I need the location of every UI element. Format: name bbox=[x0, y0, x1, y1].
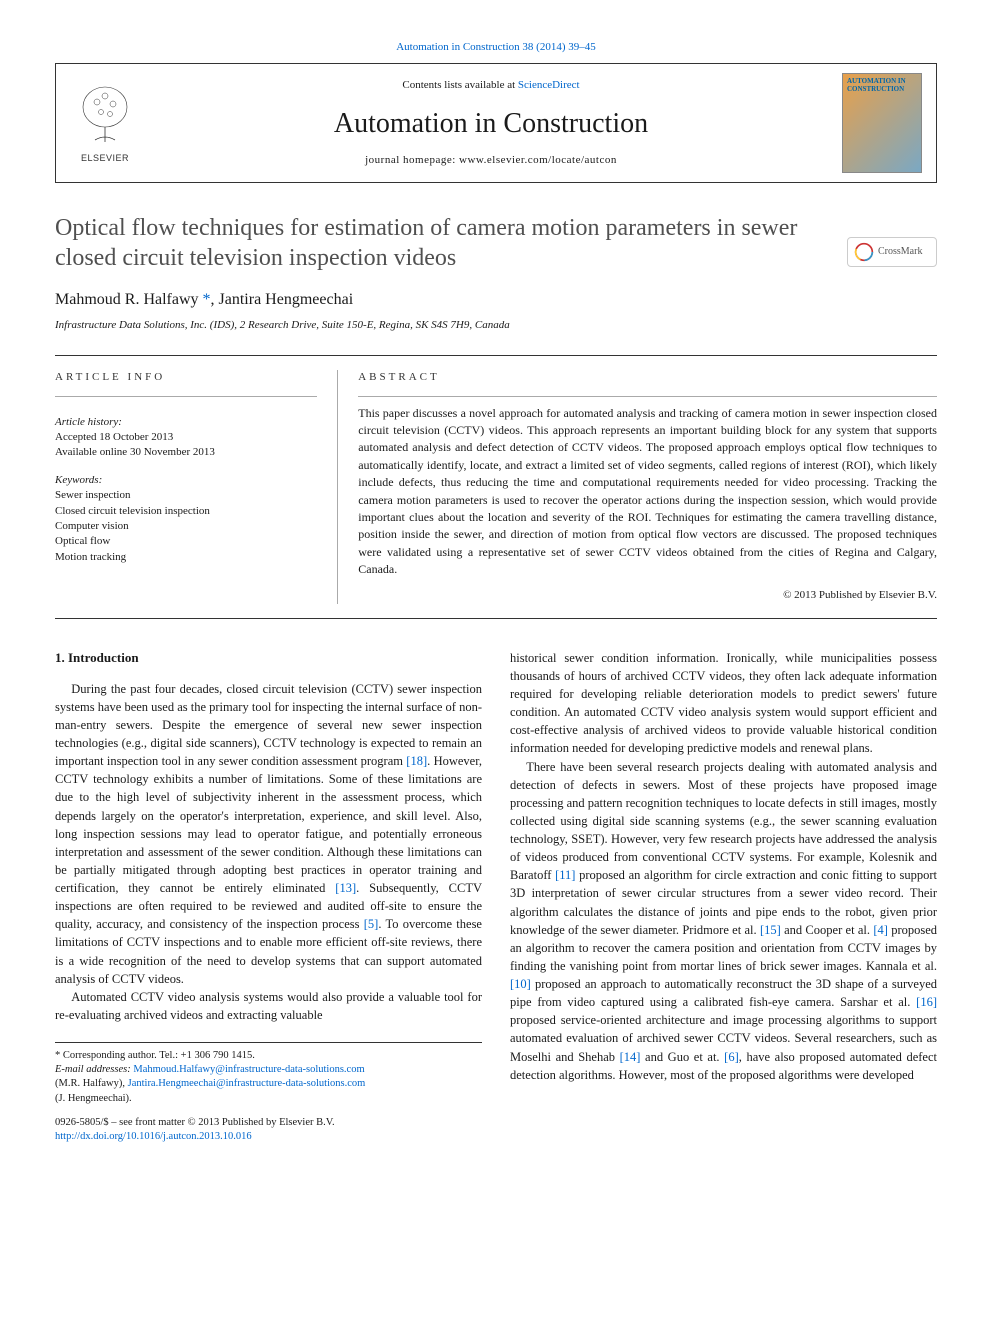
keywords-label: Keywords: bbox=[55, 473, 317, 488]
accepted-date: Accepted 18 October 2013 bbox=[55, 430, 317, 445]
citation-link[interactable]: [4] bbox=[873, 923, 888, 937]
body-paragraph: There have been several research project… bbox=[510, 758, 937, 1084]
email-link[interactable]: Jantira.Hengmeechai@infrastructure-data-… bbox=[128, 1078, 366, 1089]
corresponding-note: * Corresponding author. Tel.: +1 306 790… bbox=[55, 1049, 482, 1063]
issn-line: 0926-5805/$ – see front matter © 2013 Pu… bbox=[55, 1116, 482, 1130]
crossmark-icon bbox=[854, 242, 874, 262]
abstract-block: abstract This paper discusses a novel ap… bbox=[337, 370, 937, 604]
citation-link[interactable]: [6] bbox=[724, 1050, 739, 1064]
citation-link[interactable]: [18] bbox=[406, 754, 427, 768]
citation-link[interactable]: [14] bbox=[620, 1050, 641, 1064]
elsevier-tree-icon bbox=[75, 82, 135, 152]
left-column: 1. Introduction During the past four dec… bbox=[55, 649, 482, 1144]
body-paragraph: Automated CCTV video analysis systems wo… bbox=[55, 988, 482, 1024]
header-center: Contents lists available at ScienceDirec… bbox=[140, 78, 842, 168]
citation-link[interactable]: [10] bbox=[510, 977, 531, 991]
body-paragraph: During the past four decades, closed cir… bbox=[55, 680, 482, 988]
journal-header: ELSEVIER Contents lists available at Sci… bbox=[55, 63, 937, 183]
body-columns: 1. Introduction During the past four dec… bbox=[55, 649, 937, 1144]
author-name-2: (J. Hengmeechai). bbox=[55, 1092, 482, 1106]
journal-cover-label: AUTOMATION IN CONSTRUCTION bbox=[847, 78, 921, 93]
article-info-block: article info Article history: Accepted 1… bbox=[55, 370, 337, 604]
journal-cover-thumbnail: AUTOMATION IN CONSTRUCTION bbox=[842, 73, 922, 173]
section-heading: 1. Introduction bbox=[55, 649, 482, 668]
citation-link[interactable]: [15] bbox=[760, 923, 781, 937]
elsevier-label: ELSEVIER bbox=[81, 152, 129, 165]
keyword: Sewer inspection bbox=[55, 488, 317, 503]
abstract-head: abstract bbox=[358, 370, 937, 385]
email-line: E-mail addresses: Mahmoud.Halfawy@infras… bbox=[55, 1063, 482, 1077]
journal-homepage: journal homepage: www.elsevier.com/locat… bbox=[140, 153, 842, 168]
abstract-copyright: © 2013 Published by Elsevier B.V. bbox=[358, 588, 937, 603]
running-header-link[interactable]: Automation in Construction 38 (2014) 39–… bbox=[396, 41, 596, 53]
citation-link[interactable]: [11] bbox=[555, 868, 575, 882]
keyword: Closed circuit television inspection bbox=[55, 504, 317, 519]
crossmark-label: CrossMark bbox=[878, 245, 922, 259]
citation-link[interactable]: [16] bbox=[916, 995, 937, 1009]
email-line-2: (M.R. Halfawy), Jantira.Hengmeechai@infr… bbox=[55, 1077, 482, 1091]
right-column: historical sewer condition information. … bbox=[510, 649, 937, 1144]
meta-row: article info Article history: Accepted 1… bbox=[55, 355, 937, 619]
affiliation: Infrastructure Data Solutions, Inc. (IDS… bbox=[55, 318, 937, 333]
author-2: Jantira Hengmeechai bbox=[219, 291, 354, 308]
author-1: Mahmoud R. Halfawy bbox=[55, 291, 203, 308]
abstract-text: This paper discusses a novel approach fo… bbox=[358, 405, 937, 579]
journal-title: Automation in Construction bbox=[140, 104, 842, 143]
body-paragraph: historical sewer condition information. … bbox=[510, 649, 937, 758]
contents-line: Contents lists available at ScienceDirec… bbox=[140, 78, 842, 93]
history-label: Article history: bbox=[55, 415, 317, 430]
elsevier-logo: ELSEVIER bbox=[70, 81, 140, 166]
sciencedirect-link[interactable]: ScienceDirect bbox=[518, 79, 580, 91]
doi-line: http://dx.doi.org/10.1016/j.autcon.2013.… bbox=[55, 1130, 482, 1144]
running-header: Automation in Construction 38 (2014) 39–… bbox=[55, 40, 937, 55]
citation-link[interactable]: [13] bbox=[335, 881, 356, 895]
keyword: Motion tracking bbox=[55, 550, 317, 565]
footnotes: * Corresponding author. Tel.: +1 306 790… bbox=[55, 1042, 482, 1144]
corresponding-mark[interactable]: * bbox=[203, 291, 211, 308]
keyword: Optical flow bbox=[55, 534, 317, 549]
keyword: Computer vision bbox=[55, 519, 317, 534]
crossmark-badge[interactable]: CrossMark bbox=[847, 237, 937, 267]
article-info-head: article info bbox=[55, 370, 317, 385]
online-date: Available online 30 November 2013 bbox=[55, 445, 317, 460]
authors-line: Mahmoud R. Halfawy *, Jantira Hengmeecha… bbox=[55, 289, 937, 311]
citation-link[interactable]: [5] bbox=[364, 917, 379, 931]
article-title: Optical flow techniques for estimation o… bbox=[55, 213, 937, 273]
email-link[interactable]: Mahmoud.Halfawy@infrastructure-data-solu… bbox=[133, 1064, 364, 1075]
doi-link[interactable]: http://dx.doi.org/10.1016/j.autcon.2013.… bbox=[55, 1131, 252, 1142]
